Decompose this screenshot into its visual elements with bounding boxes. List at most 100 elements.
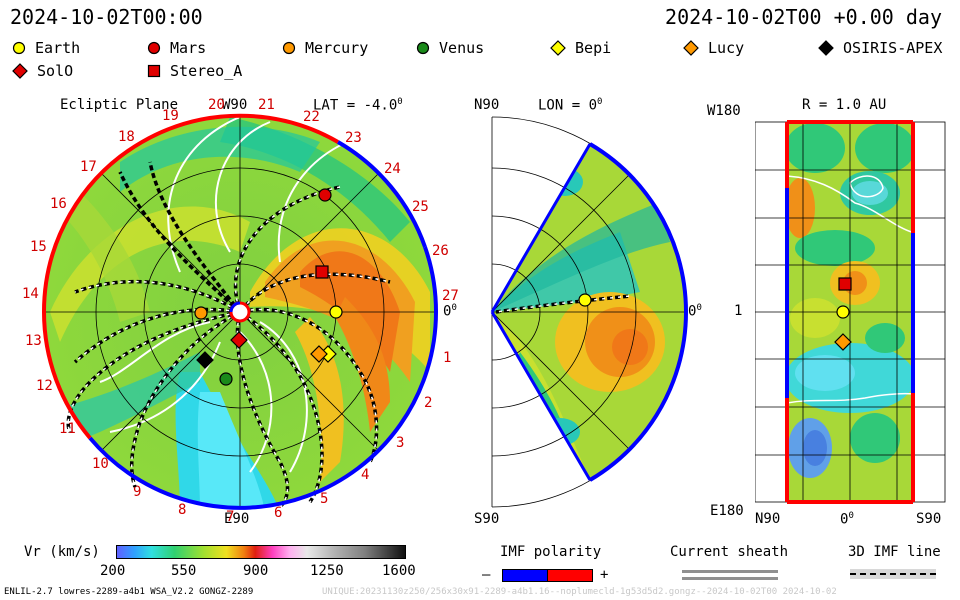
legend-item-venus: Venus (416, 39, 484, 57)
lat-value: LAT = -4.0 (313, 97, 398, 114)
carrington-number: 26 (432, 243, 449, 259)
meridional-plane-plot (490, 116, 688, 508)
stereo-a-marker (838, 277, 852, 291)
earth-marker-icon (12, 41, 26, 55)
colorbar-tick: 550 (171, 563, 197, 579)
radial-map-plot (755, 120, 946, 504)
legend-label: Bepi (575, 39, 612, 57)
carrington-number: 23 (345, 130, 362, 146)
right-datetime: 2024-10-02T00 +0.00 day (665, 5, 942, 29)
osiris-apex-marker-icon (818, 40, 834, 56)
carrington-number: 3 (396, 435, 405, 451)
carrington-number: 5 (320, 491, 329, 507)
carrington-number: 8 (178, 502, 187, 518)
lucy-marker (834, 333, 852, 351)
current-sheath-line (682, 577, 778, 580)
venus-marker-icon (416, 41, 430, 55)
ecliptic-lat-label: LAT = -4.00 (313, 97, 403, 114)
carrington-number: 18 (118, 129, 135, 145)
carrington-number: 15 (30, 239, 47, 255)
model-footer: ENLIL-2.7 lowres-2289-a4b1 WSA_V2.2 GONG… (4, 587, 254, 597)
legend-item-stereo-a: Stereo_A (147, 62, 242, 80)
meridional-lon-label: LON = 00 (538, 97, 602, 114)
current-sheath-line (682, 570, 778, 573)
ecliptic-title: Ecliptic Plane (60, 97, 179, 113)
angle-value: 0 (443, 303, 452, 320)
meridional-polarity-ring (490, 142, 688, 482)
carrington-number: 14 (22, 286, 39, 302)
legend-label: Lucy (708, 39, 745, 57)
carrington-number: 17 (80, 159, 97, 175)
meridional-grid (491, 116, 688, 508)
ecliptic-right-label: 00 (443, 303, 457, 320)
stereo-a-marker (315, 265, 329, 279)
osiris-apex-marker (196, 351, 214, 369)
radial-x-right-label: S90 (916, 511, 942, 527)
legend-item-mercury: Mercury (282, 39, 368, 57)
carrington-number: 12 (36, 378, 53, 394)
earth-marker (578, 293, 592, 307)
carrington-number: 6 (274, 505, 283, 521)
legend-item-mars: Mars (147, 39, 206, 57)
mars-marker-icon (147, 41, 161, 55)
radial-x-left-label: N90 (755, 511, 781, 527)
angle-degree: 0 (696, 303, 702, 313)
lucy-marker-icon (683, 40, 699, 56)
solo-marker (230, 331, 248, 349)
spiral-imf-lines-gap (67, 186, 391, 508)
carrington-number: 21 (258, 97, 275, 113)
legend-item-lucy: Lucy (683, 39, 744, 57)
colorbar-tick: 900 (243, 563, 269, 579)
carrington-number: 10 (92, 456, 109, 472)
legend-label: Mercury (305, 39, 369, 57)
colorbar-label: Vr (km/s) (24, 544, 100, 560)
colorbar-tick: 200 (100, 563, 126, 579)
legend-item-osiris-apex: OSIRIS-APEX (818, 39, 942, 57)
legend-item-solo: SolO (12, 62, 73, 80)
legend-item-bepi: Bepi (550, 39, 611, 57)
meridional-top-label: N90 (474, 97, 500, 113)
radial-r-label: R = 1.0 AU (802, 97, 887, 113)
imf-3d-title: 3D IMF line (848, 544, 941, 560)
carrington-number: 19 (162, 108, 179, 124)
ecliptic-plane-plot (41, 113, 439, 510)
legend-item-earth: Earth (12, 39, 80, 57)
lucy-marker (310, 345, 328, 363)
radial-bottom-left-label: E180 (710, 503, 744, 519)
carrington-number: 13 (25, 333, 42, 349)
ecliptic-bottom-label: E90 (224, 511, 250, 527)
earth-marker (836, 305, 850, 319)
angle-degree: 0 (451, 303, 457, 313)
imf-3d-line (850, 573, 936, 575)
angle-degree: 0 (848, 511, 854, 521)
carrington-number: 16 (50, 196, 67, 212)
angle-value: 0 (688, 303, 697, 320)
legend-label: Venus (439, 39, 485, 57)
carrington-number: 25 (412, 199, 429, 215)
mercury-marker-icon (282, 41, 296, 55)
legend-label: OSIRIS-APEX (843, 39, 943, 57)
mars-marker (318, 188, 332, 202)
meridional-bottom-label: S90 (474, 511, 500, 527)
left-datetime: 2024-10-02T00:00 (10, 5, 203, 29)
ecliptic-top-label: W90 (222, 97, 248, 113)
carrington-number: 24 (384, 161, 401, 177)
colorbar (116, 545, 406, 559)
colorbar-tick: 1250 (310, 563, 344, 579)
lon-value: LON = 0 (538, 97, 598, 114)
earth-marker (329, 305, 343, 319)
angle-value: 0 (840, 511, 849, 528)
meridional-right-label: 00 (688, 303, 702, 320)
legend-label: SolO (37, 62, 74, 80)
carrington-number: 2 (424, 395, 433, 411)
legend-label: Stereo_A (170, 62, 243, 80)
radial-top-left-label: W180 (707, 103, 741, 119)
imf-plus-sign: + (600, 567, 609, 583)
colorbar-tick: 1600 (382, 563, 416, 579)
carrington-number: 1 (443, 350, 452, 366)
radial-x-mid-label: 00 (840, 511, 854, 528)
radial-grid (755, 121, 946, 503)
carrington-number: 4 (361, 467, 370, 483)
solo-marker-icon (12, 63, 28, 79)
meridional-imf-line (495, 294, 631, 314)
